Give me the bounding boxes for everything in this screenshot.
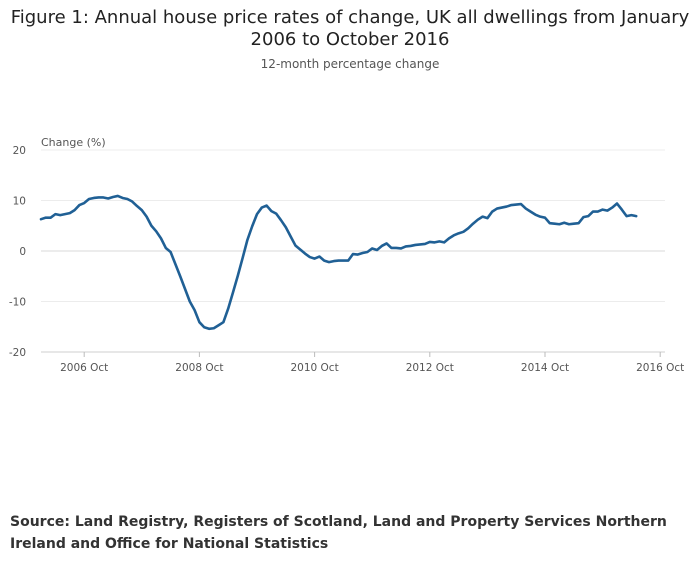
- y-tick-label: -10: [9, 297, 26, 309]
- x-tick-label: 2014 Oct: [521, 362, 569, 374]
- y-tick-label: -20: [9, 347, 26, 359]
- x-tick-label: 2016 Oct: [636, 362, 684, 374]
- y-axis-title: Change (%): [41, 136, 106, 149]
- gridlines: [41, 149, 665, 353]
- x-tick-label: 2010 Oct: [290, 362, 338, 374]
- axes: 20 10 0 -10 -20 2006 Oct 2008 Oct 2010 Oct 2012 …: [9, 145, 684, 374]
- x-tick-label: 2012 Oct: [406, 362, 454, 374]
- series-layer: [39, 194, 638, 331]
- series-line: [39, 194, 638, 331]
- source-note: Source: Land Registry, Registers of Scot…: [10, 514, 667, 552]
- chart-subtitle: 12-month percentage change: [260, 57, 440, 71]
- y-tick-label: 0: [19, 246, 26, 258]
- y-tick-label: 10: [13, 196, 26, 208]
- x-tick-label: 2006 Oct: [60, 362, 108, 374]
- y-tick-label: 20: [13, 145, 26, 157]
- x-tick-label: 2008 Oct: [175, 362, 223, 374]
- chart-title: Figure 1: Annual house price rates of ch…: [10, 7, 690, 50]
